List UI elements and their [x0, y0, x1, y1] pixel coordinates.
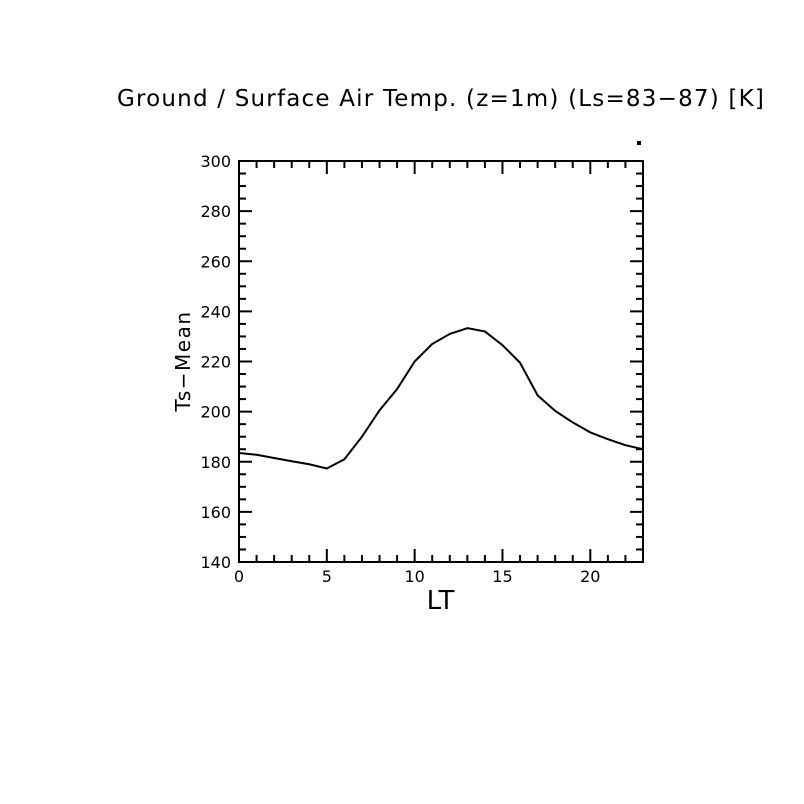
y-axis-title: Ts−Mean — [171, 310, 195, 412]
y-tick-label: 200 — [200, 403, 231, 422]
x-tick-label: 15 — [492, 567, 512, 586]
y-tick-label: 220 — [200, 353, 231, 372]
y-tick-label: 240 — [200, 302, 231, 321]
x-tick-label: 0 — [234, 567, 244, 586]
x-axis-title: LT — [426, 586, 456, 616]
y-tick-label: 280 — [200, 202, 231, 221]
x-tick-label: 10 — [404, 567, 424, 586]
stray-dot-mark — [637, 141, 641, 145]
temperature-curve — [238, 327, 644, 470]
y-tick-label: 160 — [200, 503, 231, 522]
y-tick-label: 260 — [200, 252, 231, 271]
axis-box — [238, 160, 644, 563]
y-tick-label: 300 — [200, 152, 231, 171]
y-tick-label: 140 — [200, 553, 231, 572]
y-tick-label: 180 — [200, 453, 231, 472]
chart-title: Ground / Surface Air Temp. (z=1m) (Ls=83… — [116, 86, 766, 112]
x-tick-label: 5 — [322, 567, 332, 586]
x-tick-label: 20 — [580, 567, 600, 586]
